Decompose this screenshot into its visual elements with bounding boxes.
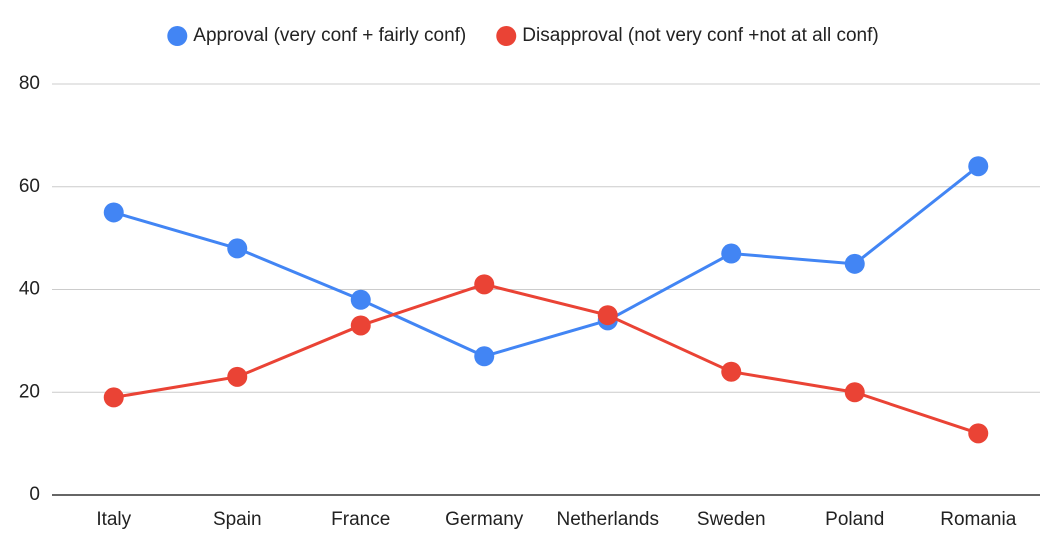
- legend-label: Disapproval (not very conf +not at all c…: [522, 25, 878, 46]
- data-point: [350, 289, 371, 310]
- y-tick-label: 20: [19, 381, 40, 402]
- data-point: [968, 156, 989, 177]
- data-point: [103, 202, 124, 223]
- legend-label: Approval (very conf + fairly conf): [193, 25, 466, 46]
- data-point: [227, 238, 248, 259]
- x-tick-label: Germany: [445, 509, 524, 530]
- y-tick-label: 0: [29, 484, 40, 505]
- series-line: [113, 282, 979, 435]
- data-point: [227, 366, 248, 387]
- data-point: [350, 315, 371, 336]
- x-tick-label: Spain: [213, 509, 262, 530]
- data-point: [474, 274, 495, 295]
- y-tick-label: 40: [19, 279, 40, 300]
- y-tick-label: 60: [19, 176, 40, 197]
- y-tick-label: 80: [19, 73, 40, 94]
- data-point: [103, 387, 124, 408]
- data-point: [721, 243, 742, 264]
- x-tick-label: Italy: [96, 509, 131, 530]
- data-point: [474, 346, 495, 367]
- x-tick-label: Netherlands: [557, 509, 659, 530]
- x-tick-label: Romania: [940, 509, 1016, 530]
- series-line: [113, 165, 980, 358]
- legend-marker: [496, 26, 517, 46]
- data-point: [844, 253, 865, 274]
- x-tick-label: Sweden: [697, 509, 766, 530]
- data-point: [721, 361, 742, 382]
- legend-marker: [167, 26, 188, 46]
- x-tick-label: Poland: [825, 509, 884, 530]
- data-point: [597, 305, 618, 326]
- data-point: [968, 423, 989, 444]
- data-point: [844, 382, 865, 403]
- x-tick-label: France: [331, 509, 390, 530]
